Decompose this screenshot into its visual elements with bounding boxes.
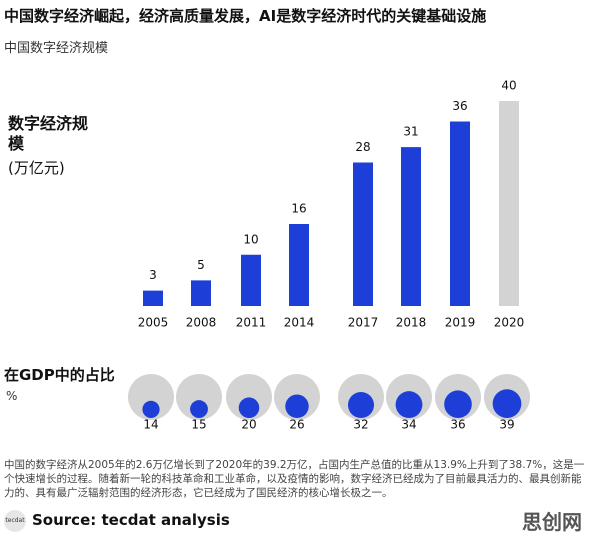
bar — [143, 290, 163, 306]
circle-background — [176, 374, 222, 420]
bar — [191, 280, 211, 306]
share-circle — [142, 400, 160, 418]
chart-label: 数字经济规模 — [8, 114, 89, 153]
x-tick-label: 2014 — [284, 316, 315, 330]
x-tick-label: 2008 — [186, 316, 217, 330]
share-circle — [444, 390, 472, 419]
share-circle — [238, 397, 260, 418]
subtitle: 中国数字经济规模 — [4, 41, 109, 56]
bar — [353, 162, 373, 306]
value-label: 5 — [197, 258, 205, 272]
bar — [401, 147, 421, 306]
value-label: 40 — [501, 79, 516, 93]
value-label: 20 — [241, 418, 256, 432]
logo: tecdat — [4, 510, 26, 532]
value-label: 10 — [243, 232, 258, 246]
chart-unit: (万亿元) — [8, 159, 65, 177]
share-circle — [190, 400, 208, 418]
value-label: 39 — [499, 418, 514, 432]
footnote: 中国的数字经济从2005年的2.6万亿增长到了2020年的39.2万亿，占国内生… — [4, 459, 585, 499]
x-tick-label: 2011 — [236, 316, 267, 330]
x-tick-label: 2018 — [396, 316, 427, 330]
x-tick-label: 2019 — [445, 316, 476, 330]
value-label: 36 — [450, 418, 465, 432]
x-tick-label: 2020 — [494, 316, 525, 330]
watermark: 思创网 — [522, 510, 582, 534]
chart-label: 在GDP中的占比 — [4, 366, 115, 384]
bar — [289, 224, 309, 306]
value-label: 14 — [143, 418, 158, 432]
source: Source: tecdat analysis — [32, 511, 230, 529]
circle-background — [128, 374, 174, 420]
share-circle — [492, 389, 522, 418]
chart-unit: % — [6, 389, 18, 403]
share-circle — [347, 391, 375, 418]
circle-background — [226, 374, 272, 420]
value-label: 28 — [355, 140, 370, 154]
x-tick-label: 2005 — [138, 316, 169, 330]
bar — [450, 121, 470, 306]
value-label: 36 — [452, 99, 467, 113]
value-label: 16 — [291, 202, 306, 216]
bar — [241, 254, 261, 306]
share-circle — [285, 394, 309, 418]
value-label: 34 — [401, 418, 416, 432]
bar — [499, 101, 519, 306]
value-label: 31 — [403, 125, 418, 139]
share-circle — [395, 391, 423, 418]
x-tick-label: 2017 — [348, 316, 379, 330]
value-label: 15 — [191, 418, 206, 432]
value-label: 3 — [149, 268, 157, 282]
value-label: 32 — [353, 418, 368, 432]
value-label: 26 — [289, 418, 304, 432]
title: 中国数字经济崛起，经济高质量发展，AI是数字经济时代的关键基础设施 — [4, 7, 487, 25]
